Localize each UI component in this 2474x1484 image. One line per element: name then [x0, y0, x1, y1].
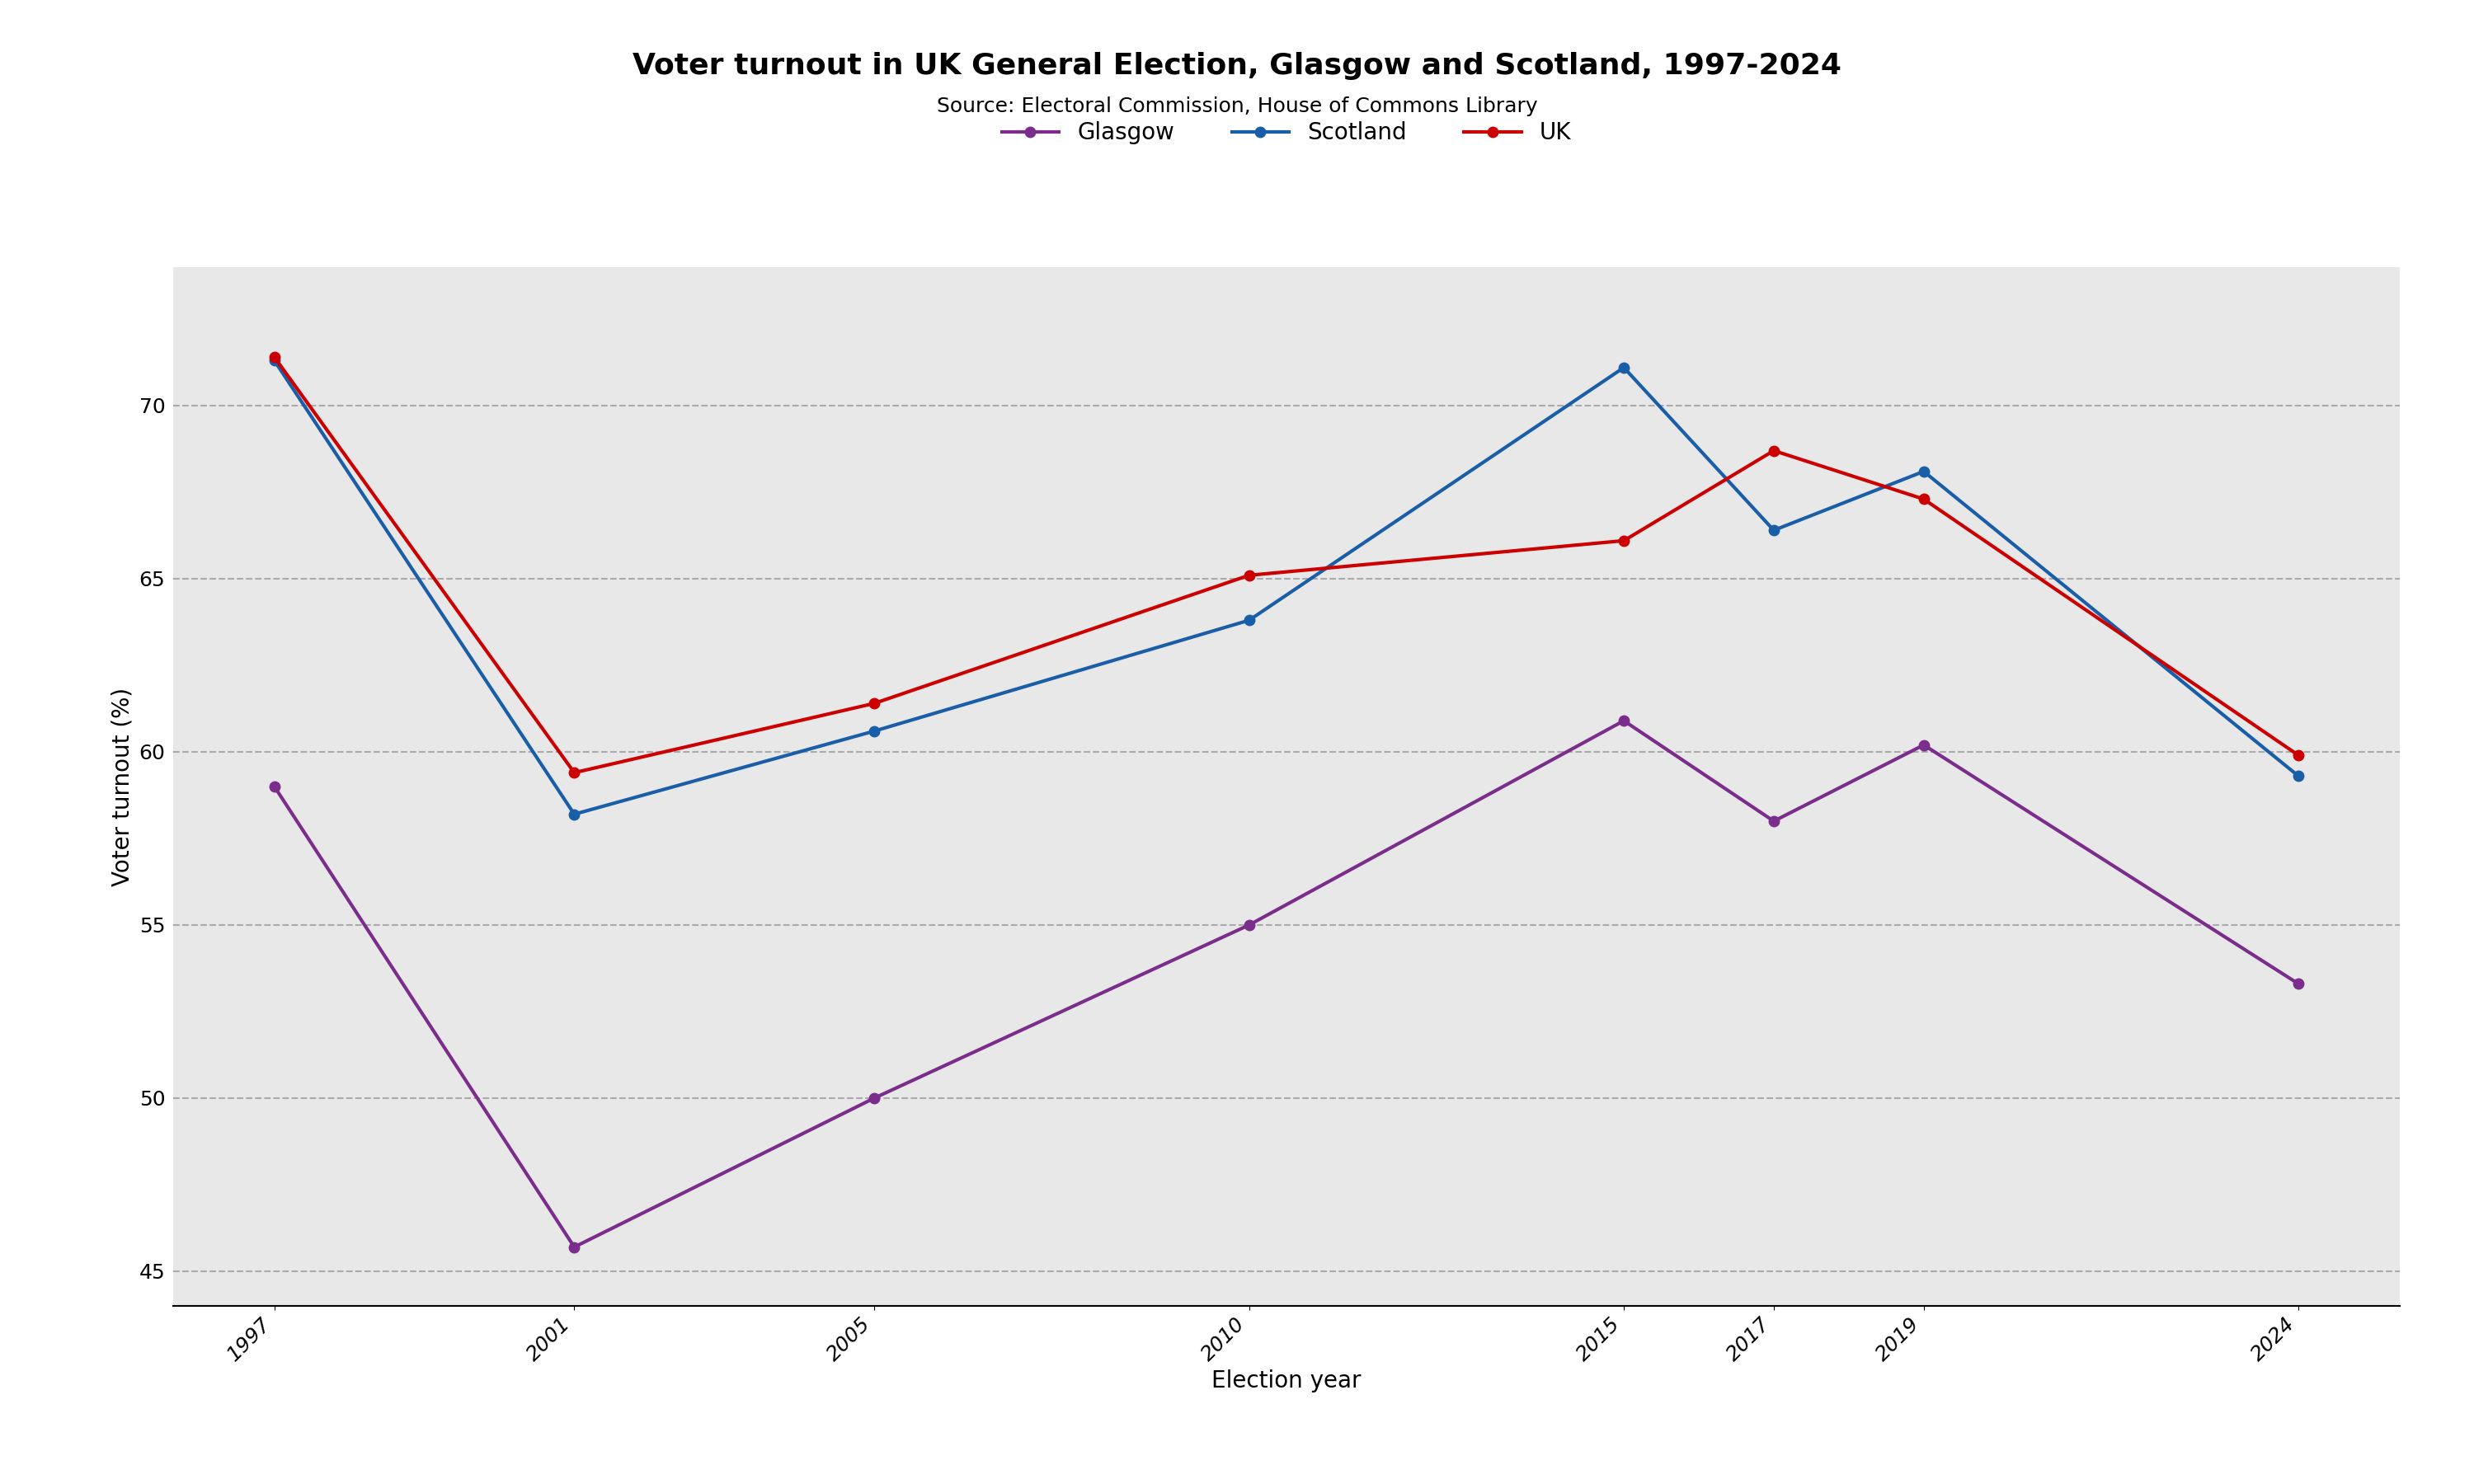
Legend: Glasgow, Scotland, UK: Glasgow, Scotland, UK [992, 113, 1581, 154]
UK [559, 764, 589, 782]
UK [1910, 490, 1940, 508]
Scotland [1235, 611, 1264, 629]
Text: Voter turnout in UK General Election, Glasgow and Scotland, 1997-2024: Voter turnout in UK General Election, Gl… [633, 52, 1841, 80]
Glasgow [559, 1238, 589, 1255]
X-axis label: Election year: Election year [1212, 1370, 1361, 1392]
Glasgow [1608, 712, 1638, 730]
Line: Glasgow: Glasgow [270, 715, 2303, 1252]
Scotland [1608, 359, 1638, 377]
Scotland [1910, 463, 1940, 481]
Scotland [260, 352, 289, 370]
Glasgow [260, 778, 289, 795]
Glasgow [1759, 812, 1789, 830]
Scotland [858, 723, 888, 741]
Scotland [559, 806, 589, 824]
UK [260, 349, 289, 367]
Line: UK: UK [270, 352, 2303, 778]
Text: Source: Electoral Commission, House of Commons Library: Source: Electoral Commission, House of C… [938, 96, 1536, 116]
Scotland [1759, 521, 1789, 539]
Line: Scotland: Scotland [270, 356, 2303, 819]
UK [2284, 746, 2313, 764]
UK [858, 695, 888, 712]
Scotland [2284, 767, 2313, 785]
UK [1759, 442, 1789, 460]
UK [1608, 531, 1638, 549]
Glasgow [1910, 736, 1940, 754]
Glasgow [1235, 916, 1264, 933]
UK [1235, 567, 1264, 585]
Glasgow [858, 1089, 888, 1107]
Glasgow [2284, 975, 2313, 993]
Y-axis label: Voter turnout (%): Voter turnout (%) [111, 687, 134, 886]
